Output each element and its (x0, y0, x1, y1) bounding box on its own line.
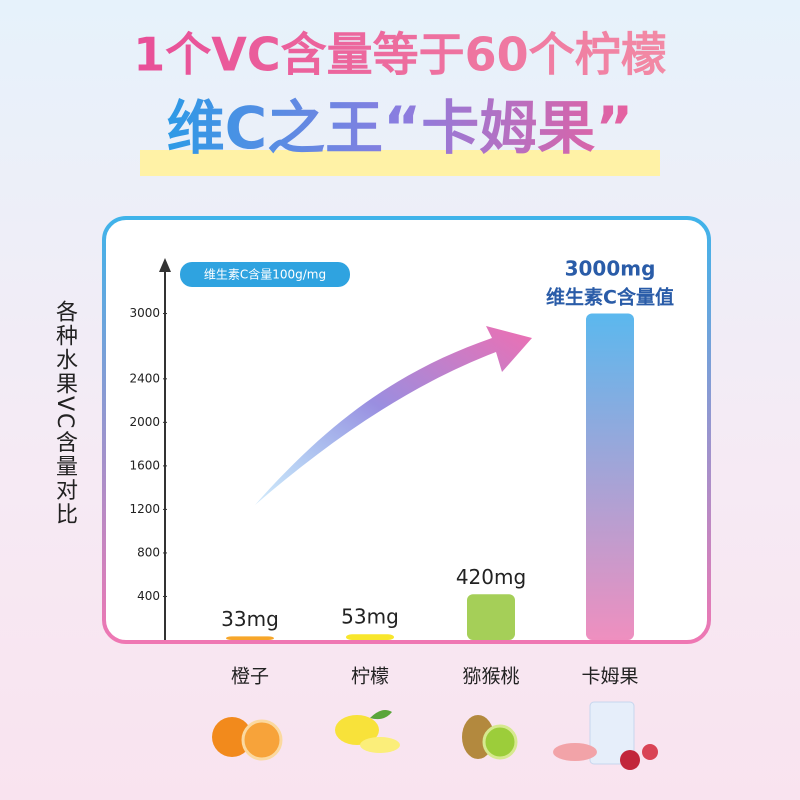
fruit-icons (212, 701, 658, 770)
value-label: 420mg (456, 565, 526, 589)
trend-arrow (255, 326, 532, 505)
axis-arrow (159, 258, 171, 272)
x-tick-label: 橙子 (231, 666, 269, 688)
bar (226, 636, 274, 640)
value-label: 33mg (221, 607, 279, 631)
value-label: 53mg (341, 605, 399, 629)
badge (180, 262, 350, 287)
bar (586, 313, 634, 640)
y-tick-label: 400 (137, 589, 160, 603)
y-axis-label: 各种水果VC含量对比 (52, 300, 77, 527)
panel (102, 216, 711, 644)
value-label: 3000mg (565, 257, 656, 281)
y-tick-label: 800 (137, 545, 160, 559)
highlight (140, 150, 660, 176)
x-tick-label: 猕猴桃 (462, 666, 519, 688)
y-tick-label: 1200 (129, 502, 160, 516)
badge-text: 维生素C含量100g/mg (204, 267, 326, 282)
y-tick-label: 3000 (129, 306, 160, 320)
y-tick-label: 2000 (129, 415, 160, 429)
bar (467, 594, 515, 640)
y-tick-label: 1600 (129, 458, 160, 472)
subtitle: 维C之王“卡姆果” (167, 94, 634, 162)
bar (346, 634, 394, 640)
y-tick-label: 2400 (129, 371, 160, 385)
annotation: 维生素C含量值 (546, 286, 674, 309)
x-tick-label: 卡姆果 (581, 666, 638, 688)
title: 1个VC含量等于60个柠檬 (133, 28, 666, 82)
x-tick-label: 柠檬 (351, 666, 389, 688)
